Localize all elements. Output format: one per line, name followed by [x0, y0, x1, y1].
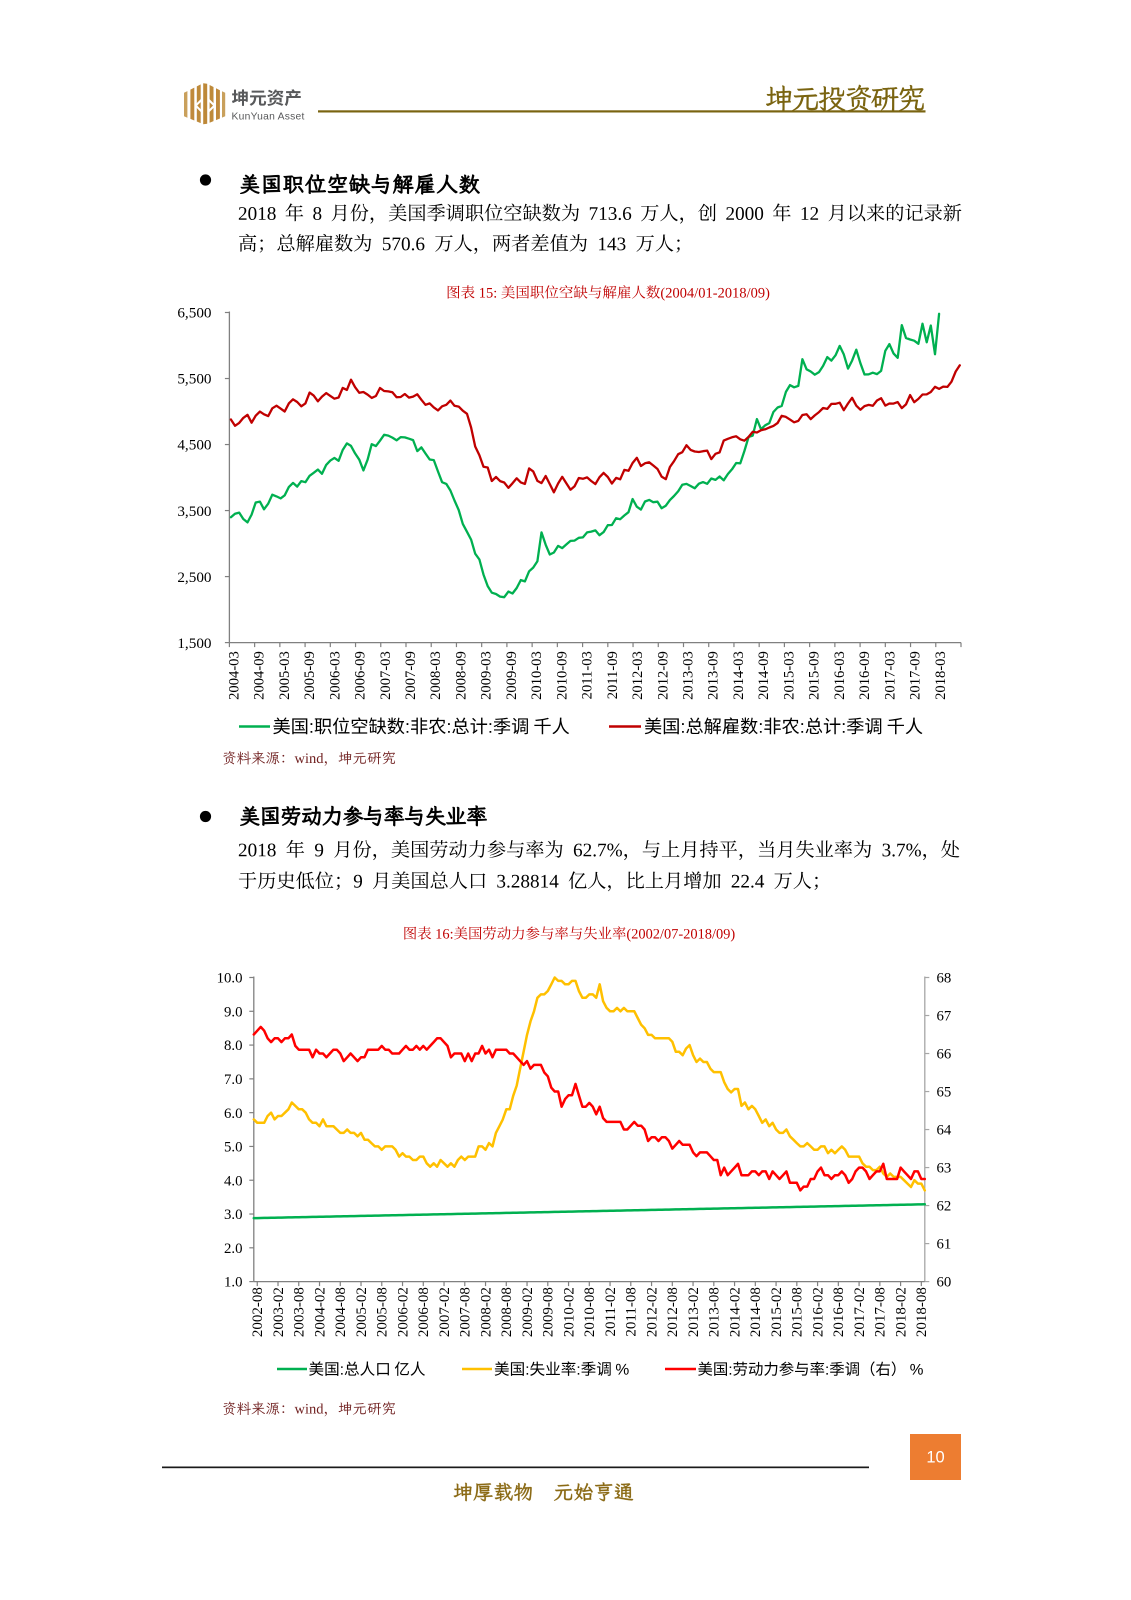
svg-text:2005-09: 2005-09	[302, 651, 318, 700]
svg-text:2004-08: 2004-08	[333, 1287, 349, 1337]
svg-text:2005-03: 2005-03	[277, 651, 293, 700]
svg-text:2.0: 2.0	[224, 1241, 243, 1257]
svg-text:2010-09: 2010-09	[554, 651, 570, 700]
svg-text:2007-09: 2007-09	[403, 651, 419, 700]
svg-text:2004-09: 2004-09	[252, 651, 268, 700]
svg-text:2011-02: 2011-02	[603, 1287, 619, 1336]
svg-text:2011-03: 2011-03	[580, 651, 596, 699]
svg-text:2007-02: 2007-02	[437, 1287, 453, 1337]
svg-text:2015-03: 2015-03	[781, 651, 797, 700]
svg-text:2003-02: 2003-02	[271, 1287, 287, 1337]
svg-text:2010-02: 2010-02	[561, 1287, 577, 1337]
svg-text:3,500: 3,500	[177, 503, 212, 520]
svg-text:2011-08: 2011-08	[624, 1287, 640, 1336]
svg-text:2017-03: 2017-03	[882, 651, 898, 700]
svg-text:1,500: 1,500	[177, 635, 212, 652]
svg-text:2006-02: 2006-02	[395, 1287, 411, 1337]
svg-text:2016-09: 2016-09	[857, 651, 873, 700]
svg-text:61: 61	[937, 1237, 952, 1253]
svg-text:KunYuan Asset: KunYuan Asset	[232, 111, 305, 122]
svg-text:2009-02: 2009-02	[520, 1287, 536, 1337]
svg-text:6.0: 6.0	[224, 1106, 243, 1122]
svg-text:2014-02: 2014-02	[727, 1287, 743, 1337]
svg-text:2,500: 2,500	[177, 569, 212, 586]
svg-text:1.0: 1.0	[224, 1275, 243, 1291]
svg-text:2018-08: 2018-08	[914, 1287, 930, 1337]
svg-text:4,500: 4,500	[177, 437, 212, 454]
svg-text:9.0: 9.0	[224, 1004, 243, 1020]
svg-text:2015-08: 2015-08	[790, 1287, 806, 1337]
svg-text:2010-03: 2010-03	[529, 651, 545, 700]
svg-text:2006-03: 2006-03	[327, 651, 343, 700]
svg-text:2006-09: 2006-09	[353, 651, 369, 700]
svg-text:2004-03: 2004-03	[226, 651, 242, 700]
svg-text:2017-02: 2017-02	[852, 1287, 868, 1337]
svg-text:2011-09: 2011-09	[605, 651, 621, 699]
svg-text:2014-09: 2014-09	[756, 651, 772, 700]
svg-text:2018-03: 2018-03	[933, 651, 949, 700]
svg-text:10.0: 10.0	[217, 971, 243, 987]
svg-text:6,500: 6,500	[177, 305, 212, 322]
svg-text:63: 63	[937, 1161, 952, 1177]
svg-text:2013-02: 2013-02	[686, 1287, 702, 1337]
svg-text:5.0: 5.0	[224, 1140, 243, 1156]
svg-text:2009-08: 2009-08	[541, 1287, 557, 1337]
svg-text:8.0: 8.0	[224, 1038, 243, 1054]
svg-text:2013-08: 2013-08	[707, 1287, 723, 1337]
svg-text:2015-02: 2015-02	[769, 1287, 785, 1337]
svg-text:2007-08: 2007-08	[458, 1287, 474, 1337]
svg-text:2016-08: 2016-08	[831, 1287, 847, 1337]
svg-text:2005-02: 2005-02	[354, 1287, 370, 1337]
svg-text:2008-08: 2008-08	[499, 1287, 515, 1337]
svg-text:2012-02: 2012-02	[644, 1287, 660, 1337]
svg-text:4.0: 4.0	[224, 1173, 243, 1189]
svg-text:68: 68	[937, 971, 952, 987]
svg-text:2007-03: 2007-03	[378, 651, 394, 700]
svg-text:5,500: 5,500	[177, 371, 212, 388]
svg-text:2014-08: 2014-08	[748, 1287, 764, 1337]
svg-text:10: 10	[926, 1449, 944, 1467]
svg-text:2005-08: 2005-08	[375, 1287, 391, 1337]
svg-text:2015-09: 2015-09	[807, 651, 823, 700]
svg-text:67: 67	[937, 1009, 952, 1025]
svg-text:2003-08: 2003-08	[292, 1287, 308, 1337]
svg-text:2016-03: 2016-03	[832, 651, 848, 700]
svg-text:2008-03: 2008-03	[428, 651, 444, 700]
svg-text:2016-02: 2016-02	[810, 1287, 826, 1337]
svg-text:7.0: 7.0	[224, 1072, 243, 1088]
svg-text:2010-08: 2010-08	[582, 1287, 598, 1337]
svg-text:2009-03: 2009-03	[479, 651, 495, 700]
svg-text:66: 66	[937, 1047, 952, 1063]
svg-text:2012-09: 2012-09	[655, 651, 671, 700]
svg-text:2012-08: 2012-08	[665, 1287, 681, 1337]
svg-text:2002-08: 2002-08	[250, 1287, 266, 1337]
svg-text:2013-03: 2013-03	[680, 651, 696, 700]
svg-text:2012-03: 2012-03	[630, 651, 646, 700]
svg-text:2009-09: 2009-09	[504, 651, 520, 700]
svg-text:2018-02: 2018-02	[893, 1287, 909, 1337]
svg-text:2004-02: 2004-02	[312, 1287, 328, 1337]
svg-text:64: 64	[937, 1123, 952, 1139]
svg-text:3.0: 3.0	[224, 1207, 243, 1223]
svg-text:2008-02: 2008-02	[478, 1287, 494, 1337]
svg-text:62: 62	[937, 1199, 952, 1215]
svg-text:60: 60	[937, 1275, 952, 1291]
svg-text:65: 65	[937, 1085, 952, 1101]
svg-text:2014-03: 2014-03	[731, 651, 747, 700]
svg-text:2017-09: 2017-09	[908, 651, 924, 700]
svg-text:2006-08: 2006-08	[416, 1287, 432, 1337]
svg-text:2013-09: 2013-09	[706, 651, 722, 700]
svg-text:2008-09: 2008-09	[453, 651, 469, 700]
svg-text:2017-08: 2017-08	[873, 1287, 889, 1337]
